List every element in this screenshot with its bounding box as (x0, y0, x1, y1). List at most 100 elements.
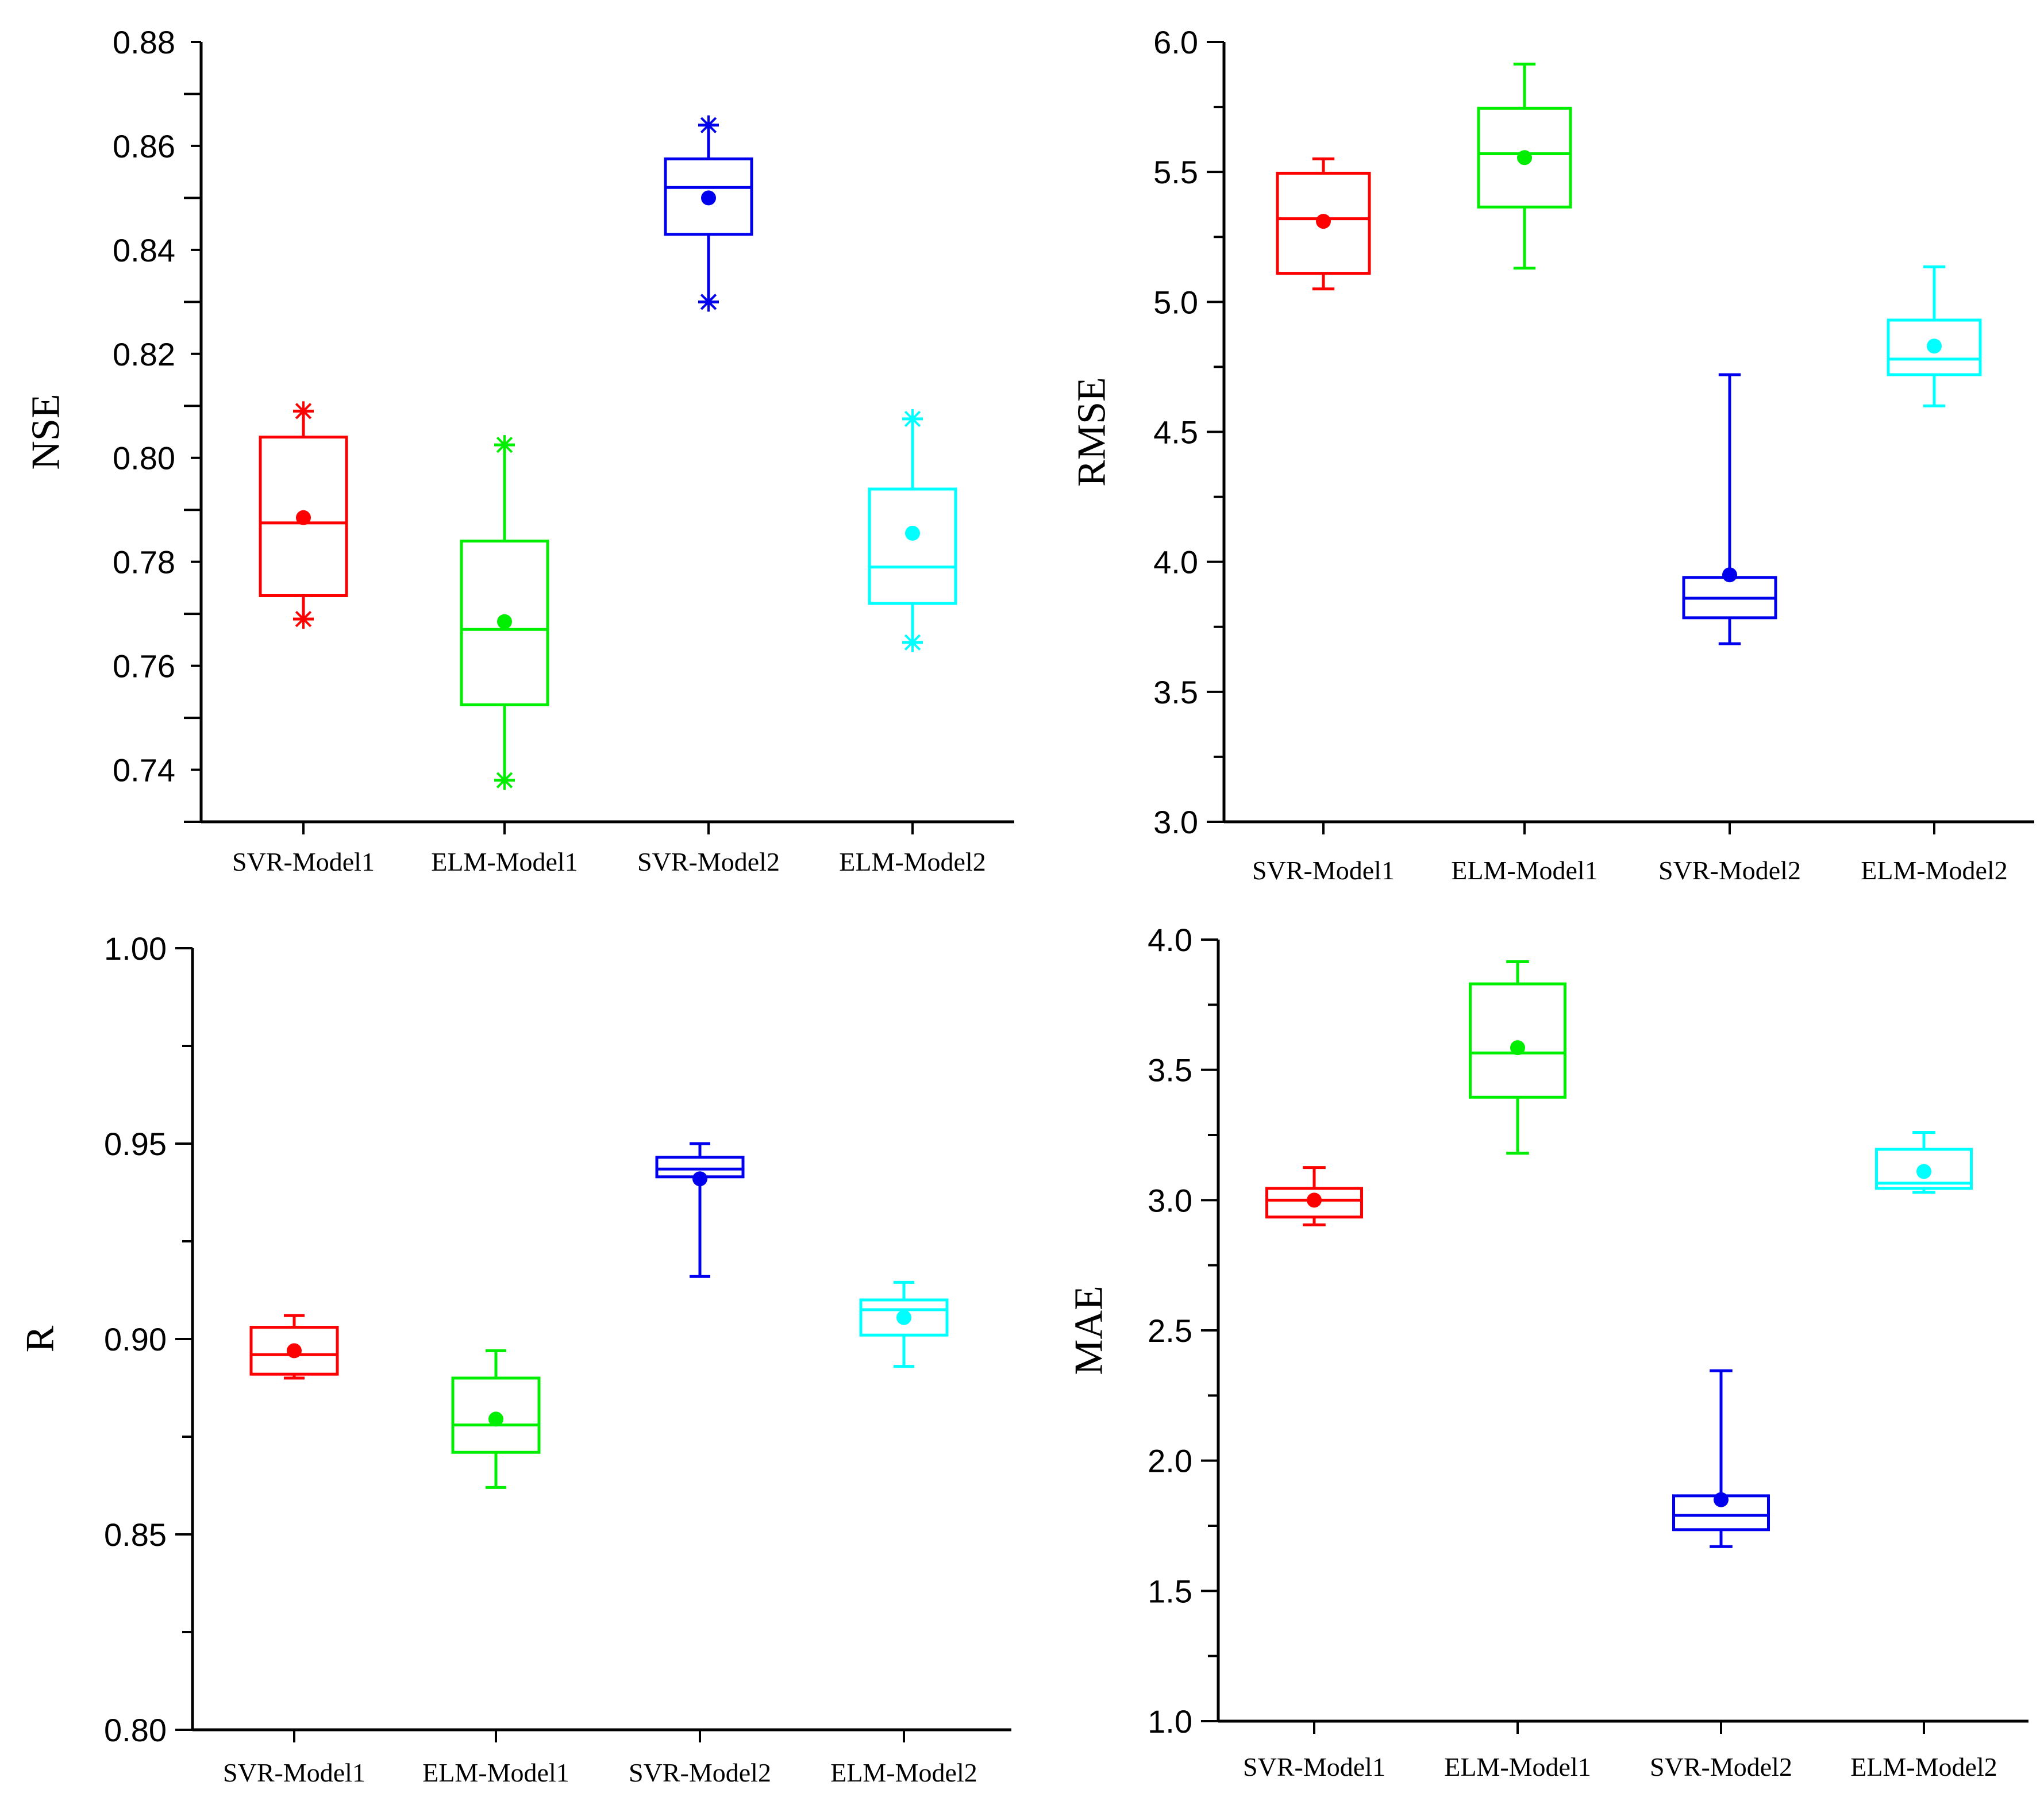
y-tick-label: 0.80 (104, 1712, 167, 1748)
mean-marker (497, 614, 512, 629)
y-tick-label: 2.0 (1148, 1443, 1192, 1479)
x-tick-label-elm-model1: ELM-Model1 (1444, 1752, 1591, 1782)
x-tick-label-elm-model2: ELM-Model2 (1861, 856, 2008, 885)
box-elm-model2 (1875, 1130, 1973, 1194)
x-tick-label-svr-model2: SVR-Model2 (1658, 856, 1801, 885)
y-tick-label: 0.74 (113, 752, 175, 788)
box-elm-model1 (460, 435, 549, 790)
x-tick-label-elm-model2: ELM-Model2 (839, 847, 986, 876)
box-svr-model1 (1276, 157, 1371, 291)
y-tick-label: 0.82 (113, 336, 175, 372)
y-tick-label: 3.0 (1148, 1182, 1192, 1218)
min-marker (903, 632, 922, 652)
y-tick-label: 0.95 (104, 1126, 167, 1162)
mean-marker (896, 1310, 911, 1325)
chart-panel-r: 0.80 0.85 0.90 0.95 1.00 R SVR-Model1 ELM-Model… (18, 930, 1011, 1787)
y-axis-title: R (18, 1325, 63, 1352)
y-tick-label: 0.86 (113, 128, 175, 164)
y-axis-title: NSE (24, 394, 68, 470)
interquartile-box (868, 487, 957, 605)
interquartile-box (451, 1376, 541, 1454)
y-axis-title: RMSE (1070, 377, 1114, 487)
interquartile-box (1887, 318, 1982, 376)
mean-marker (905, 525, 920, 541)
y-tick-label: 4.0 (1148, 922, 1192, 958)
box-elm-model1 (451, 1349, 541, 1489)
y-tick-label: 0.84 (113, 232, 175, 268)
x-tick-label-elm-model2: ELM-Model2 (1850, 1752, 1997, 1782)
x-tick-label-elm-model1: ELM-Model1 (431, 847, 578, 876)
chart-panel-nse: 0.74 0.76 0.78 0.80 0.82 0.84 0.86 0.88 NSE SVR-M… (24, 24, 1014, 876)
mean-marker (1722, 567, 1737, 583)
y-tick-label: 5.5 (1153, 154, 1198, 190)
x-tick-label-svr-model2: SVR-Model2 (629, 1758, 771, 1787)
mean-marker (488, 1411, 503, 1427)
mean-marker (1927, 338, 1942, 354)
y-tick-label: 3.5 (1153, 674, 1198, 710)
box-elm-model2 (859, 1280, 949, 1368)
interquartile-box (1265, 1187, 1363, 1219)
chart-panel-rmse: 3.0 3.5 4.0 4.5 5.0 5.5 6.0 RMSE SVR-Model1 ELM-M… (1070, 24, 2034, 885)
y-axis-title: MAE (1067, 1286, 1111, 1375)
y-tick-label: 1.5 (1148, 1573, 1192, 1609)
y-tick-label: 1.00 (104, 930, 167, 967)
interquartile-box (664, 157, 753, 236)
x-tick-label-svr-model1: SVR-Model1 (223, 1758, 365, 1787)
max-marker (903, 409, 922, 429)
mean-marker (1517, 150, 1532, 166)
y-tick-label: 1.0 (1148, 1703, 1192, 1740)
mean-marker (1714, 1492, 1729, 1507)
y-tick-label: 0.88 (113, 24, 175, 60)
chart-panel-mae: 1.0 1.5 2.0 2.5 3.0 3.5 4.0 MAE SVR-Model1 ELM-Mo… (1067, 922, 2028, 1782)
x-tick-label-svr-model1: SVR-Model1 (1252, 856, 1395, 885)
interquartile-box (259, 436, 348, 597)
box-elm-model1 (1477, 62, 1572, 270)
box-svr-model1 (249, 1314, 339, 1380)
interquartile-box (1477, 106, 1572, 209)
x-tick-label-elm-model2: ELM-Model2 (830, 1758, 977, 1787)
mean-marker (701, 190, 716, 206)
y-tick-label: 2.5 (1148, 1313, 1192, 1349)
min-marker (699, 292, 718, 312)
y-tick-label: 3.0 (1153, 804, 1198, 840)
box-svr-model2 (1682, 373, 1777, 645)
interquartile-box (249, 1326, 339, 1376)
box-elm-model1 (1469, 960, 1566, 1155)
y-tick-label: 3.5 (1148, 1052, 1192, 1088)
box-svr-model2 (655, 1142, 745, 1278)
box-svr-model1 (1265, 1166, 1363, 1226)
mean-marker (1916, 1164, 1931, 1179)
y-tick-label: 0.78 (113, 544, 175, 580)
y-tick-label: 0.85 (104, 1517, 167, 1553)
mean-marker (1307, 1192, 1322, 1208)
x-tick-label-svr-model1: SVR-Model1 (232, 847, 375, 876)
mean-marker (1510, 1040, 1525, 1056)
y-tick-label: 6.0 (1153, 24, 1198, 60)
interquartile-box (1875, 1148, 1973, 1190)
x-tick-label-elm-model1: ELM-Model1 (1451, 856, 1598, 885)
x-tick-label-elm-model1: ELM-Model1 (422, 1758, 569, 1787)
box-svr-model1 (259, 401, 348, 629)
mean-marker (296, 510, 311, 525)
interquartile-box (460, 539, 549, 706)
box-elm-model2 (1887, 265, 1982, 407)
y-tick-label: 0.80 (113, 440, 175, 476)
max-marker (699, 115, 718, 135)
min-marker (294, 609, 313, 629)
mean-marker (287, 1343, 302, 1359)
x-tick-label-svr-model2: SVR-Model2 (1650, 1752, 1792, 1782)
box-svr-model2 (1672, 1369, 1770, 1548)
mean-marker (1316, 214, 1331, 229)
y-tick-label: 5.0 (1153, 284, 1198, 320)
box-elm-model2 (868, 409, 957, 652)
min-marker (495, 770, 514, 790)
box-svr-model2 (664, 115, 753, 312)
interquartile-box (859, 1298, 949, 1337)
x-tick-label-svr-model2: SVR-Model2 (637, 847, 780, 876)
y-tick-label: 0.90 (104, 1321, 167, 1357)
interquartile-box (1469, 982, 1566, 1099)
y-tick-label: 0.76 (113, 648, 175, 684)
y-tick-label: 4.5 (1153, 414, 1198, 451)
interquartile-box (1276, 171, 1371, 275)
